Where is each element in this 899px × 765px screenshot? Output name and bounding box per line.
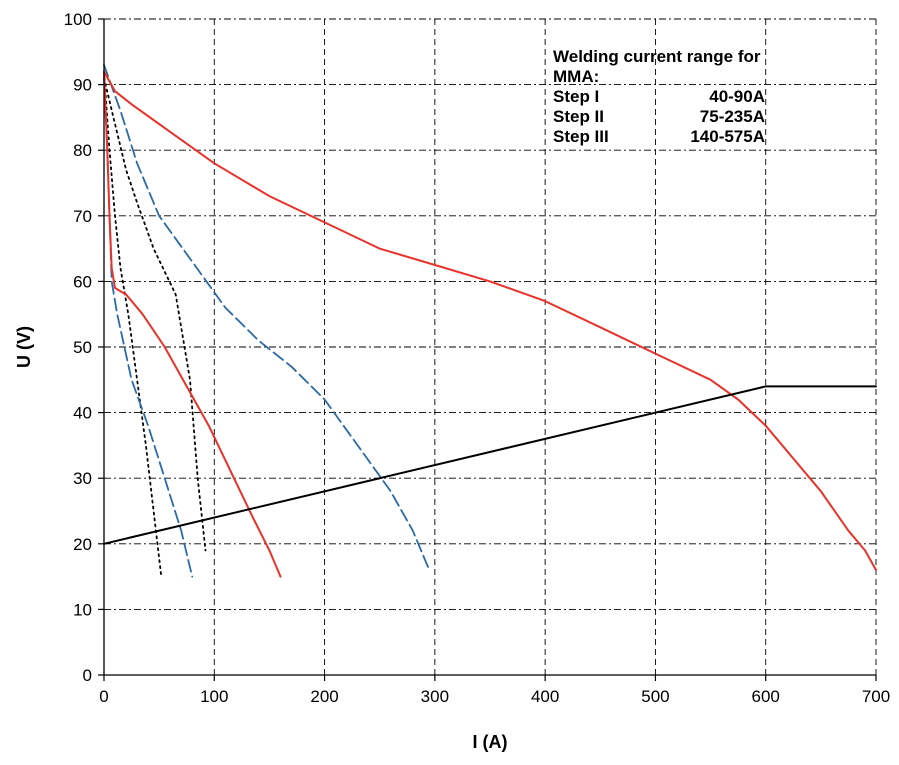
y-tick-label-60: 60 bbox=[73, 272, 92, 291]
annotation-step-3-range: 140-575A bbox=[690, 127, 765, 146]
annotation-step-2-range: 75-235A bbox=[700, 107, 765, 126]
y-tick-label-70: 70 bbox=[73, 207, 92, 226]
series-group bbox=[103, 64, 877, 578]
x-tick-label-600: 600 bbox=[752, 687, 780, 706]
x-tick-label-0: 0 bbox=[99, 687, 108, 706]
x-tick-label-100: 100 bbox=[200, 687, 228, 706]
x-tick-label-400: 400 bbox=[531, 687, 559, 706]
annotation-step-3-label: Step III bbox=[553, 127, 609, 146]
tick-labels: 0 10 20 30 40 50 60 70 80 90 100 0 100 200 300 400 500 60… bbox=[64, 10, 891, 706]
y-tick-label-90: 90 bbox=[73, 76, 92, 95]
series-line-1 bbox=[103, 70, 163, 578]
x-tick-label-700: 700 bbox=[862, 687, 890, 706]
series-line-3 bbox=[103, 77, 194, 578]
series-line-4 bbox=[103, 64, 431, 571]
y-tick-label-0: 0 bbox=[83, 666, 92, 685]
annotation-title-line-1: Welding current range for bbox=[553, 47, 761, 66]
series-line-6 bbox=[103, 70, 877, 571]
y-tick-label-20: 20 bbox=[73, 535, 92, 554]
x-axis-title: I (A) bbox=[473, 732, 508, 752]
x-tick-label-300: 300 bbox=[421, 687, 449, 706]
y-tick-label-80: 80 bbox=[73, 141, 92, 160]
x-tick-label-200: 200 bbox=[310, 687, 338, 706]
y-tick-label-100: 100 bbox=[64, 10, 92, 29]
axes bbox=[98, 18, 877, 681]
annotation-step-2-label: Step II bbox=[553, 107, 604, 126]
series-line-7 bbox=[103, 385, 877, 545]
annotation-step-1-range: 40-90A bbox=[709, 87, 765, 106]
annotation-title-line-2: MMA: bbox=[553, 67, 599, 86]
y-tick-label-40: 40 bbox=[73, 404, 92, 423]
y-tick-label-10: 10 bbox=[73, 600, 92, 619]
current-range-annotation: Welding current range for MMA: Step I 40… bbox=[553, 47, 765, 146]
x-tick-label-500: 500 bbox=[641, 687, 669, 706]
y-tick-label-50: 50 bbox=[73, 338, 92, 357]
series-line-2 bbox=[103, 77, 207, 552]
y-tick-label-30: 30 bbox=[73, 469, 92, 488]
annotation-step-1-label: Step I bbox=[553, 87, 599, 106]
y-axis-title: U (V) bbox=[14, 326, 34, 368]
